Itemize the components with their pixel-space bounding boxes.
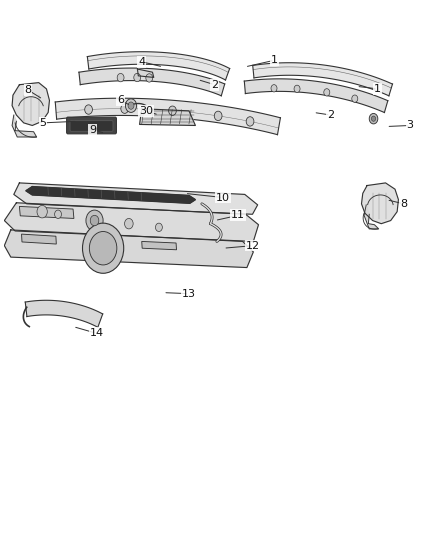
Text: 6: 6 [117, 95, 124, 106]
Polygon shape [19, 206, 74, 219]
Text: 10: 10 [216, 192, 230, 203]
Text: 2: 2 [211, 80, 218, 90]
Circle shape [214, 111, 222, 120]
FancyBboxPatch shape [70, 121, 113, 131]
Text: 1: 1 [271, 55, 278, 65]
Text: 13: 13 [182, 289, 196, 298]
Text: 8: 8 [25, 85, 32, 95]
Circle shape [85, 105, 92, 114]
Polygon shape [140, 109, 195, 125]
Text: 5: 5 [39, 118, 46, 128]
Polygon shape [25, 300, 102, 327]
Circle shape [55, 210, 61, 219]
Polygon shape [138, 69, 154, 77]
Text: 4: 4 [138, 56, 145, 67]
Polygon shape [4, 230, 253, 268]
Circle shape [86, 210, 103, 231]
Circle shape [89, 231, 117, 265]
Circle shape [352, 95, 358, 102]
Polygon shape [55, 98, 280, 135]
Text: 9: 9 [89, 125, 96, 135]
Polygon shape [21, 234, 57, 244]
Polygon shape [244, 79, 388, 112]
Polygon shape [26, 187, 195, 203]
Polygon shape [4, 203, 258, 241]
Circle shape [134, 74, 141, 82]
Text: 14: 14 [90, 328, 104, 338]
Text: 30: 30 [139, 106, 153, 116]
Polygon shape [12, 115, 36, 137]
Circle shape [82, 223, 124, 273]
Polygon shape [361, 183, 399, 224]
Circle shape [128, 102, 134, 109]
Circle shape [246, 117, 254, 126]
Circle shape [125, 99, 137, 112]
Circle shape [124, 219, 133, 229]
Circle shape [121, 104, 129, 114]
Text: 8: 8 [400, 199, 407, 209]
Circle shape [117, 74, 124, 82]
Polygon shape [253, 63, 392, 96]
Circle shape [146, 74, 153, 82]
Text: 11: 11 [231, 211, 245, 220]
Circle shape [371, 116, 376, 122]
Circle shape [169, 106, 177, 116]
Polygon shape [12, 83, 49, 125]
Circle shape [90, 215, 99, 226]
Text: 2: 2 [327, 110, 334, 120]
Circle shape [324, 88, 330, 96]
Polygon shape [79, 68, 225, 96]
Polygon shape [364, 205, 379, 229]
Polygon shape [87, 52, 230, 80]
Circle shape [271, 85, 277, 92]
Text: 1: 1 [374, 84, 381, 94]
FancyBboxPatch shape [67, 117, 117, 134]
Circle shape [37, 205, 47, 218]
Text: 3: 3 [406, 120, 413, 131]
Polygon shape [142, 241, 177, 250]
Circle shape [155, 223, 162, 231]
Text: 12: 12 [246, 240, 261, 251]
Circle shape [369, 114, 378, 124]
Circle shape [294, 85, 300, 93]
Polygon shape [14, 183, 258, 214]
